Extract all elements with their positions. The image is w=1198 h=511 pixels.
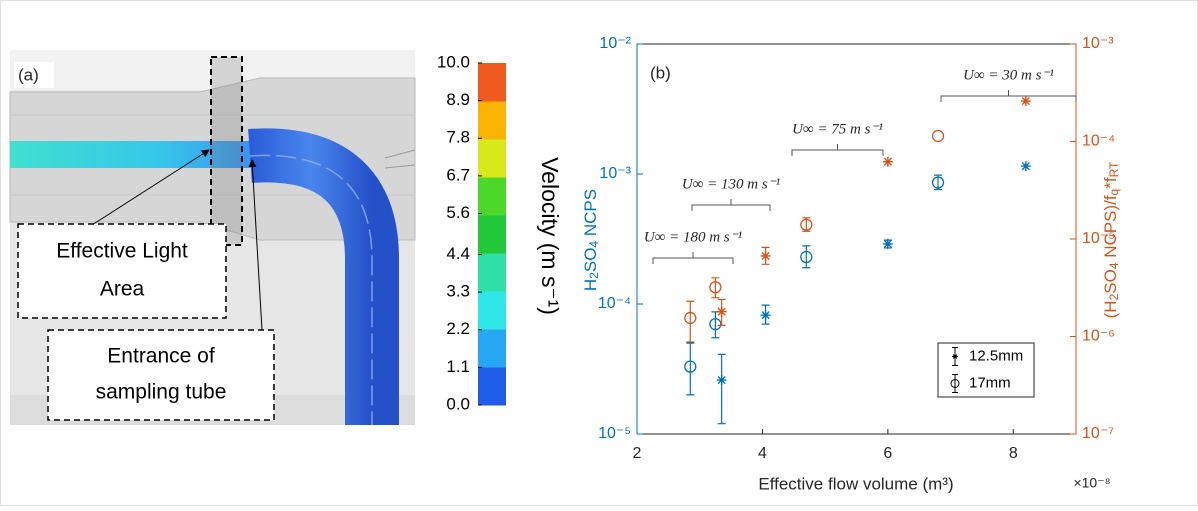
bracket	[792, 144, 883, 156]
legend-label: 17mm	[969, 374, 1011, 391]
colorbar-band	[478, 329, 506, 368]
x-tick-label: 8	[1009, 445, 1018, 462]
y-tick-label: 10⁻⁵	[598, 425, 631, 442]
point	[761, 310, 771, 320]
panel-label: (b)	[650, 63, 671, 82]
annotation: Effective Light	[56, 240, 188, 263]
colorbar-tick-label: 1.1	[446, 357, 470, 376]
label-part: *f	[1101, 177, 1120, 189]
error-bar	[718, 354, 726, 423]
colorbar-tick-label: 5.6	[446, 203, 470, 222]
colorbar-tick-label: 7.8	[446, 128, 470, 147]
y-tick-label: 10⁻³	[1082, 35, 1114, 52]
colorbar-band	[478, 63, 506, 102]
y-axis-label: H2SO4 NCPS	[581, 189, 601, 291]
label-part: NCPS)/f	[1101, 195, 1120, 262]
colorbar-tick-label: 6.7	[446, 165, 470, 184]
colorbar-band	[478, 139, 506, 178]
panel-label: (a)	[18, 65, 39, 84]
error-bar	[686, 301, 694, 342]
annotation: sampling tube	[96, 381, 227, 404]
colorbar-band	[478, 253, 506, 292]
point	[883, 239, 893, 249]
point	[1021, 96, 1031, 106]
annotation: Area	[100, 278, 145, 301]
point	[717, 375, 727, 385]
figure: Effective Light Area Entrance of samplin…	[0, 0, 1198, 511]
label-part: RT	[1107, 161, 1121, 177]
legend-label: 12.5mm	[969, 347, 1023, 364]
colorbar-band	[478, 101, 506, 140]
bracket	[692, 199, 770, 211]
x-tick-label: 6	[883, 445, 892, 462]
annotation: U∞ = 130 m s⁻¹	[682, 176, 781, 192]
colorbar-band	[478, 291, 506, 330]
point	[1021, 161, 1031, 171]
label-part: NCPS	[581, 189, 600, 241]
annotation: Entrance of	[107, 345, 215, 368]
label-part: SO	[1101, 269, 1120, 294]
x-tick-label: 4	[758, 445, 767, 462]
point	[761, 251, 771, 261]
annotation: U∞ = 180 m s⁻¹	[644, 229, 743, 245]
label-part: q	[1107, 189, 1121, 196]
colorbar-tick-label: 4.4	[446, 244, 470, 263]
y-tick-label: 10⁻⁴	[1082, 133, 1115, 150]
x-multiplier: ×10⁻⁸	[1073, 475, 1110, 491]
y-axis-label: (H2SO4 NCPS)/fq*fRT	[1101, 161, 1121, 318]
annotation: U∞ = 75 m s⁻¹	[792, 121, 883, 137]
colorbar-tick-label: 3.3	[446, 282, 470, 301]
colorbar-band	[478, 367, 506, 406]
y-tick-label: 10⁻⁷	[1082, 425, 1114, 442]
colorbar-tick-label: 0.0	[446, 394, 470, 413]
colorbar-tick-label: 8.9	[446, 90, 470, 109]
bracket	[653, 252, 733, 264]
bracket	[941, 90, 1076, 102]
label-part: SO	[581, 248, 600, 273]
label-part: (H	[1101, 300, 1120, 318]
y-tick-label: 10⁻³	[599, 165, 631, 182]
colorbar-title: Velocity (m s⁻¹)	[537, 157, 563, 315]
point	[933, 130, 944, 141]
label-part: H	[581, 279, 600, 291]
y-tick-label: 10⁻⁴	[598, 295, 631, 312]
point	[883, 157, 893, 167]
error-bar	[802, 246, 810, 268]
colorbar-tick-label: 2.2	[446, 319, 470, 338]
colorbar-tick-label: 10.0	[437, 52, 470, 71]
y-tick-label: 10⁻²	[599, 35, 631, 52]
x-axis-label: Effective flow volume (m³)	[758, 474, 953, 493]
annotation: U∞ = 30 m s⁻¹	[963, 67, 1054, 83]
error-bar	[711, 278, 719, 298]
y-tick-label: 10⁻⁶	[1082, 328, 1115, 345]
colorbar-band	[478, 177, 506, 216]
colorbar-band	[478, 215, 506, 254]
error-bar	[686, 343, 694, 395]
point	[717, 307, 727, 317]
x-tick-label: 2	[633, 445, 642, 462]
